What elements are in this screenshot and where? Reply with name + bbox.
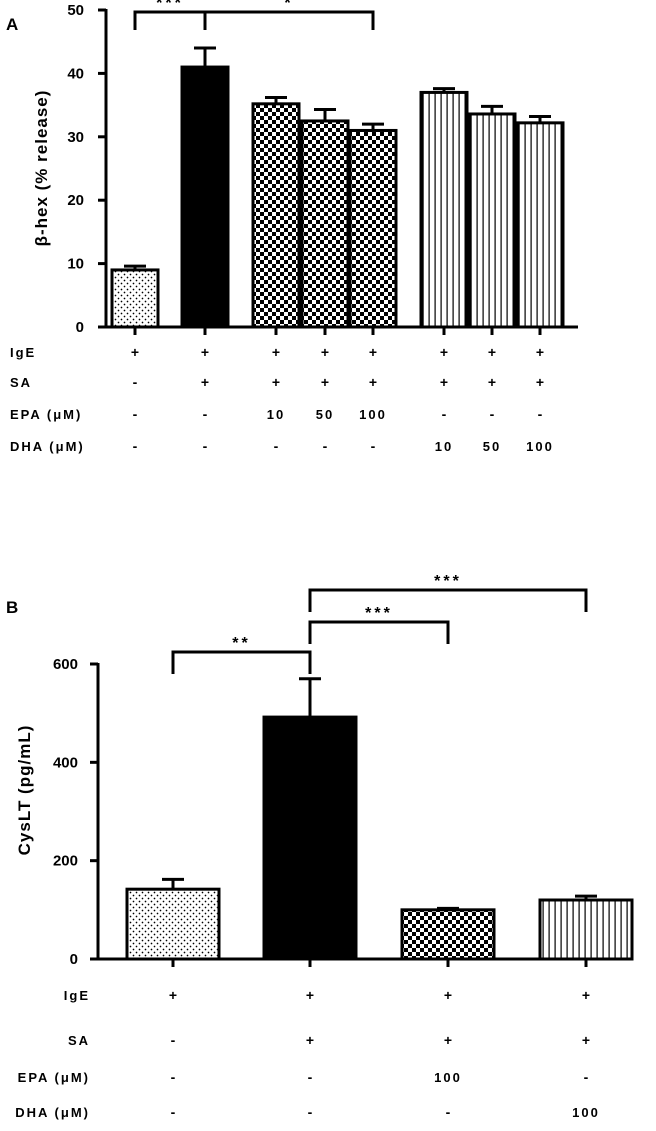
condition-value: + (536, 344, 544, 360)
condition-value: 100 (359, 407, 387, 422)
significance-label: *** (434, 573, 462, 590)
condition-value: + (369, 374, 377, 390)
condition-value: - (203, 438, 208, 454)
condition-value: 100 (526, 439, 554, 454)
y-tick-label: 50 (67, 2, 84, 19)
condition-value: - (584, 1069, 589, 1085)
condition-value: + (131, 344, 139, 360)
condition-value: 50 (316, 407, 334, 422)
condition-value: - (371, 438, 376, 454)
condition-label: DHA (μM) (10, 439, 85, 454)
y-tick-label: 600 (53, 656, 78, 673)
plot-area: 0 10 20 30 40 50 IgE + + + + + + + + SA - + + + + + + + EPA (μM)… (10, 0, 578, 454)
condition-value: + (536, 374, 544, 390)
y-tick-label: 0 (70, 951, 78, 968)
condition-value: - (203, 406, 208, 422)
condition-value: + (201, 344, 209, 360)
bar (467, 112, 517, 329)
significance-bracket (308, 620, 450, 644)
condition-label: EPA (μM) (18, 1070, 90, 1085)
bar (300, 119, 350, 329)
condition-value: 100 (434, 1070, 462, 1085)
y-axis-title: CysLT (pg/mL) (15, 725, 34, 856)
y-axis-title: β-hex (% release) (32, 90, 51, 247)
significance-bracket (171, 650, 312, 674)
condition-value: + (272, 374, 280, 390)
condition-value: + (582, 987, 590, 1003)
bar (400, 908, 496, 961)
bar (348, 128, 398, 329)
condition-value: - (133, 406, 138, 422)
condition-value: - (323, 438, 328, 454)
condition-value: - (133, 438, 138, 454)
panel-letter: A (6, 15, 18, 34)
condition-value: 10 (267, 407, 285, 422)
significance-label: * (284, 0, 293, 12)
condition-value: + (440, 374, 448, 390)
bar (251, 102, 301, 329)
condition-value: - (171, 1104, 176, 1120)
y-tick-label: 400 (53, 754, 78, 771)
condition-value: - (308, 1104, 313, 1120)
condition-value: - (442, 406, 447, 422)
condition-value: + (306, 1032, 314, 1048)
bar (110, 268, 160, 329)
condition-value: + (272, 344, 280, 360)
bar (262, 715, 358, 961)
plot-area: 0 200 400 600 IgE + + + + SA - + + + EPA (μM) - - 100 - DHA… (15, 573, 634, 1120)
condition-value: + (321, 344, 329, 360)
condition-value: - (538, 406, 543, 422)
condition-label: IgE (10, 345, 36, 360)
significance-label: *** (365, 605, 393, 622)
condition-value: 50 (483, 439, 501, 454)
y-tick-label: 20 (67, 192, 84, 209)
condition-value: + (440, 344, 448, 360)
condition-value: - (133, 374, 138, 390)
condition-value: + (582, 1032, 590, 1048)
condition-label: SA (10, 375, 32, 390)
condition-value: + (488, 344, 496, 360)
y-tick-label: 40 (67, 65, 84, 82)
significance-label: *** (156, 0, 184, 12)
condition-value: + (169, 987, 177, 1003)
condition-value: - (171, 1032, 176, 1048)
significance-label: ** (232, 635, 250, 652)
y-tick-label: 0 (76, 319, 84, 336)
significance-bracket (308, 588, 588, 612)
condition-value: - (490, 406, 495, 422)
bar (419, 90, 469, 329)
condition-value: 100 (572, 1105, 600, 1120)
condition-label: DHA (μM) (15, 1105, 90, 1120)
condition-value: 10 (435, 439, 453, 454)
bar (125, 887, 221, 961)
panel-b: B CysLT (pg/mL) 0 200 400 600 IgE + + + + SA - + + + E… (6, 573, 634, 1120)
condition-value: - (308, 1069, 313, 1085)
bar (538, 898, 634, 961)
panel-a: A β-hex (% release) 0 10 20 30 40 50 IgE + + + + + +… (6, 0, 578, 454)
condition-value: + (321, 374, 329, 390)
condition-label: EPA (μM) (10, 407, 82, 422)
condition-value: + (306, 987, 314, 1003)
condition-value: - (274, 438, 279, 454)
condition-value: - (171, 1069, 176, 1085)
condition-value: + (201, 374, 209, 390)
bar (180, 65, 230, 329)
bar (515, 121, 565, 329)
condition-value: + (444, 987, 452, 1003)
y-tick-label: 200 (53, 853, 78, 870)
significance-bracket (203, 10, 375, 30)
y-tick-label: 30 (67, 129, 84, 146)
condition-label: IgE (64, 988, 90, 1003)
significance-bracket (133, 10, 207, 30)
condition-value: + (488, 374, 496, 390)
y-tick-label: 10 (67, 256, 84, 273)
condition-value: + (369, 344, 377, 360)
panel-letter: B (6, 598, 18, 617)
condition-value: + (444, 1032, 452, 1048)
condition-value: - (446, 1104, 451, 1120)
condition-label: SA (68, 1033, 90, 1048)
